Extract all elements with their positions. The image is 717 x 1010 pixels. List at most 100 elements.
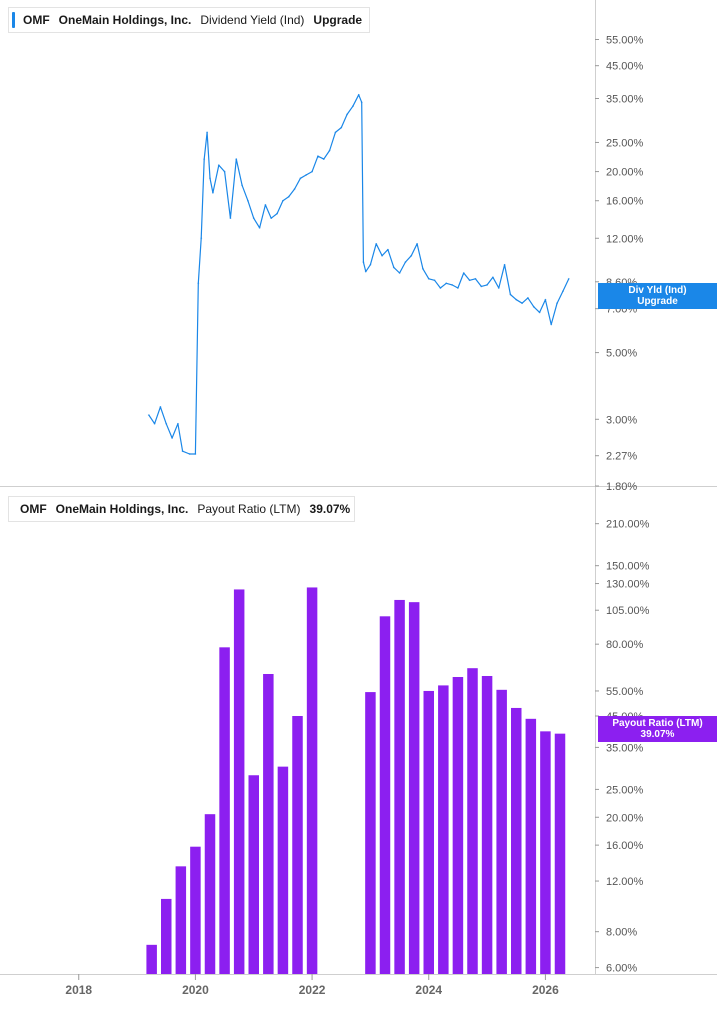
dividend-yield-point [334, 131, 337, 134]
dividend-yield-point [451, 283, 453, 286]
payout-ratio-bar [233, 589, 245, 974]
dividend-yield-point [362, 261, 365, 263]
y-tick-label: 16.00% [606, 840, 644, 852]
payout-ratio-bar [161, 898, 172, 974]
x-tick-label: 2022 [299, 983, 326, 997]
dividend-yield-point [509, 293, 512, 296]
flag-value: 39.07% [640, 729, 675, 740]
dividend-yield-point [544, 298, 547, 301]
dividend-yield-point [492, 276, 494, 279]
y-tick-label: 35.00% [606, 742, 644, 754]
y-tick-label: 55.00% [606, 686, 644, 698]
payout-ratio-bar [204, 814, 216, 974]
payout-ratio-bar [511, 707, 522, 974]
dividend-yield-point [503, 263, 506, 266]
value-flag-payout-ratio: Payout Ratio (LTM) 39.07% [598, 716, 717, 742]
dividend-yield-point [474, 277, 477, 280]
legend-ticker: OMF [23, 13, 50, 27]
dividend-yield-point [515, 298, 518, 301]
dividend-yield-point [562, 290, 564, 293]
dividend-yield-point [422, 267, 424, 270]
dividend-yield-point [258, 226, 261, 229]
dividend-yield-point [387, 248, 389, 251]
dividend-yield-point [247, 199, 249, 202]
legend-ticker: OMF [20, 502, 47, 516]
y-tick-label: 2.27% [606, 451, 637, 463]
dividend-yield-point [398, 272, 401, 274]
legend-value[interactable]: Upgrade [313, 13, 363, 27]
dividend-yield-point [229, 217, 232, 220]
y-tick-label: 130.00% [606, 579, 650, 591]
dividend-yield-point [223, 170, 226, 173]
payout-ratio-bar [481, 675, 493, 974]
legend-value: 39.07% [309, 502, 351, 516]
legend-payout-ratio: OMF OneMain Holdings, Inc. Payout Ratio … [8, 496, 355, 522]
dividend-yield-point [527, 297, 529, 299]
legend-company: OneMain Holdings, Inc. [55, 502, 189, 516]
dividend-yield-point [369, 263, 372, 266]
dividend-yield-point [200, 237, 203, 240]
y-tick-label: 8.00% [606, 927, 637, 939]
dividend-yield-point [532, 305, 535, 308]
y-tick-label: 20.00% [606, 812, 644, 824]
y-tick-label: 6.00% [606, 963, 637, 975]
dividend-yield-point [468, 279, 471, 282]
y-tick-label: 16.00% [606, 196, 644, 208]
payout-ratio-bar [277, 766, 289, 974]
y-tick-label: 210.00% [606, 519, 650, 531]
y-tick-label: 1.80% [606, 481, 637, 493]
dividend-yield-point [445, 282, 448, 285]
payout-ratio-bar [452, 677, 464, 974]
dividend-yield-point [357, 93, 360, 96]
dividend-yield-point [147, 414, 150, 416]
dividend-yield-point [299, 177, 302, 180]
dividend-yield-point [241, 184, 243, 187]
payout-ratio-bar [379, 616, 391, 974]
y-tick-label: 12.00% [606, 876, 644, 888]
y-tick-label: 12.00% [606, 233, 644, 245]
legend-swatch-icon [12, 12, 15, 28]
dividend-yield-point [203, 158, 206, 161]
dividend-yield-point [462, 272, 465, 274]
payout-ratio-bar [146, 944, 157, 974]
payout-ratio-bar [219, 647, 230, 974]
x-tick-label: 2026 [532, 983, 559, 997]
dividend-yield-point [457, 287, 459, 289]
dividend-yield-point [206, 131, 208, 134]
payout-ratio-bar [248, 775, 259, 974]
dividend-yield-point [235, 158, 238, 161]
dividend-yield-point [305, 173, 308, 176]
dividend-yield-point [194, 453, 197, 455]
dividend-yield-point [521, 302, 523, 305]
y-tick-label: 3.00% [606, 414, 637, 426]
dividend-yield-point [165, 422, 168, 425]
dividend-yield-point [264, 203, 267, 206]
payout-ratio-bar [467, 668, 478, 974]
dividend-yield-point [293, 188, 296, 190]
dividend-yield-point [486, 283, 488, 286]
y-tick-label: 35.00% [606, 94, 644, 106]
dividend-yield-point [171, 437, 173, 439]
dividend-yield-point [276, 212, 278, 215]
legend-dividend-yield: OMF OneMain Holdings, Inc. Dividend Yiel… [8, 7, 370, 33]
dividend-yield-point [433, 279, 436, 282]
value-flag-dividend-yield[interactable]: Div Yld (Ind) Upgrade [598, 283, 717, 309]
payout-ratio-bar [438, 685, 449, 974]
dividend-yield-point [375, 242, 378, 245]
dividend-yield-point [550, 323, 553, 326]
payout-ratio-bar [540, 731, 551, 974]
x-tick-label: 2024 [415, 983, 442, 997]
dividend-yield-point [410, 254, 413, 257]
payout-ratio-bar [306, 587, 318, 974]
flag-value: Upgrade [637, 296, 678, 307]
dividend-yield-point [556, 302, 558, 305]
dividend-yield-point [282, 199, 284, 202]
dividend-yield-point [427, 277, 430, 280]
dividend-yield-point [439, 287, 442, 289]
dividend-yield-point [497, 287, 500, 289]
dividend-yield-point [538, 311, 541, 314]
dividend-yield-point [197, 282, 200, 285]
dividend-yield-point [340, 126, 343, 129]
